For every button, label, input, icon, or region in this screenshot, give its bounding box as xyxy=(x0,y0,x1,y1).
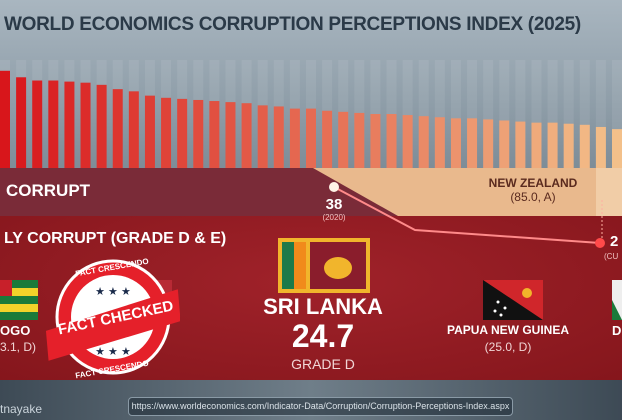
bar xyxy=(289,108,300,168)
page-title: WORLD ECONOMICS CORRUPTION PERCEPTIONS I… xyxy=(4,14,581,35)
bar xyxy=(48,80,59,168)
togo-flag xyxy=(0,280,38,320)
credit-text: tnayake xyxy=(0,402,43,416)
bar xyxy=(354,112,365,168)
bar-track xyxy=(402,60,413,168)
corrupt-label: CORRUPT xyxy=(6,181,91,200)
bar-track xyxy=(531,60,542,168)
bar xyxy=(547,122,558,168)
bar xyxy=(193,99,204,168)
featured-score: 24.7 xyxy=(291,318,355,354)
bar xyxy=(80,82,91,168)
country-name: D xyxy=(612,323,622,338)
bar-track xyxy=(499,60,510,168)
new-zealand-detail: (85.0, A) xyxy=(510,190,556,204)
trend-end-year: (CU xyxy=(604,252,619,261)
bar xyxy=(209,101,220,168)
bar-track xyxy=(483,60,494,168)
bar-track xyxy=(467,60,478,168)
bar-track xyxy=(418,60,429,168)
trend-start-year: (2020) xyxy=(322,213,346,222)
bar xyxy=(483,119,494,168)
country-detail: (25.0, D) xyxy=(484,340,532,354)
bar xyxy=(579,124,590,168)
bar xyxy=(515,121,526,168)
bar xyxy=(161,97,172,168)
bar-track xyxy=(515,60,526,168)
country-detail: 3.1, D) xyxy=(0,340,37,354)
bar xyxy=(531,122,542,168)
bar xyxy=(370,114,381,168)
bar xyxy=(144,95,155,168)
bar xyxy=(16,77,27,168)
bar xyxy=(450,118,461,168)
bar-track xyxy=(595,60,606,168)
bar xyxy=(306,108,316,168)
bar-track xyxy=(547,60,558,168)
country-name: PAPUA NEW GUINEA xyxy=(446,323,569,337)
bar xyxy=(0,70,10,168)
bar xyxy=(402,115,413,168)
papua-new-guinea-flag xyxy=(483,280,543,320)
source-url-link[interactable]: https://www.worldeconomics.com/Indicator… xyxy=(128,397,513,416)
bar xyxy=(386,114,397,168)
bar xyxy=(434,117,445,168)
bar xyxy=(241,103,252,168)
bar xyxy=(499,120,510,168)
stars-icon: ★ ★ ★ xyxy=(95,346,131,358)
bar xyxy=(338,111,349,168)
fact-checked-stamp: ★ ★ ★ ★ ★ ★ FACT CRESCENDO FACT CHECKED … xyxy=(45,255,181,385)
highly-corrupt-label: LY CORRUPT (GRADE D & E) xyxy=(4,230,227,247)
sri-lanka-flag xyxy=(278,238,370,293)
bar xyxy=(225,102,236,168)
bar xyxy=(418,116,429,168)
bar xyxy=(177,98,188,168)
bar xyxy=(467,118,478,168)
featured-grade: GRADE D xyxy=(291,356,355,372)
bar xyxy=(32,80,43,168)
trend-end-value: 2 xyxy=(610,233,619,250)
bar xyxy=(563,123,574,168)
stars-icon: ★ ★ ★ xyxy=(95,286,131,298)
bar-track xyxy=(450,60,461,168)
bar-track xyxy=(612,60,622,168)
trend-start-value: 38 xyxy=(325,196,343,213)
bar xyxy=(128,91,139,168)
bar xyxy=(322,110,333,168)
bar-track xyxy=(579,60,590,168)
bar xyxy=(273,106,284,168)
bar xyxy=(257,105,268,168)
bar-strip xyxy=(0,60,622,168)
bar xyxy=(595,126,606,168)
featured-country-name: SRI LANKA xyxy=(263,294,383,319)
bar-track xyxy=(563,60,574,168)
new-zealand-name: NEW ZEALAND xyxy=(488,176,578,190)
bar xyxy=(612,129,622,168)
bar xyxy=(112,89,123,168)
bar xyxy=(96,84,107,168)
bar xyxy=(64,81,75,168)
partial-flag xyxy=(612,280,622,320)
country-name: OGO xyxy=(0,323,31,338)
bar-track xyxy=(434,60,445,168)
